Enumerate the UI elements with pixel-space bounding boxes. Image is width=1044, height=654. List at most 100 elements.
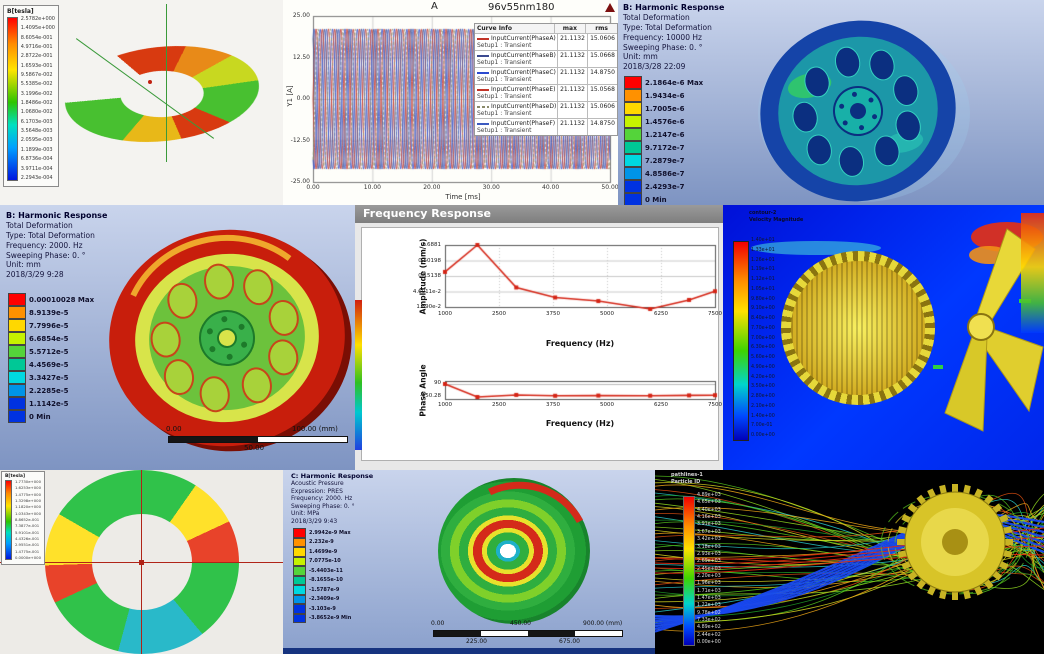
legend-value: 7.33e+02	[697, 618, 721, 624]
color-cell	[8, 384, 26, 397]
legend-value: 3.1996e-002	[20, 90, 53, 97]
curve-setup: Setup1 : Transient	[477, 93, 532, 100]
axis-triad-line	[166, 4, 167, 162]
legend-row: 1.9434e-6	[624, 89, 703, 102]
legend-value: 1.22e+03	[697, 603, 721, 609]
legend-value: 1.33e+01	[751, 247, 775, 253]
table-row: InputCurrent(PhaseD) Setup1 : Transient 21…	[475, 101, 617, 118]
y-tick-label: -25.00	[290, 178, 310, 185]
result-line: Frequency: 2000. Hz	[291, 495, 353, 503]
pressure-legend: 2.9942e-9 Max 2.232e-9 1.4699e-9 7.0775e-10…	[293, 528, 351, 623]
y-tick-label: 12.50	[292, 53, 310, 61]
result-lines: Total Deformation Type: Total Deformation…	[623, 13, 724, 72]
curve-rms: 15.0668	[590, 52, 615, 59]
freq-tick-label: 1000	[438, 402, 452, 408]
legend-value: 8.40e+00	[751, 316, 775, 321]
legend-value: 5.5385e-002	[20, 81, 53, 88]
table-row: InputCurrent(PhaseC) Setup1 : Transient 21…	[475, 67, 617, 84]
legend-value: 1.2147e-6	[645, 130, 685, 139]
x-tick-label: 20.00	[423, 184, 441, 191]
crosshair-center-dot	[139, 560, 144, 565]
panel-transient-plot: A 96v55nm180 Y1 [A] Time [ms] Curve Info…	[283, 0, 618, 205]
legend-title-line1: pathlines-1	[671, 472, 703, 478]
curve-cell: InputCurrent(PhaseF) Setup1 : Transient	[475, 119, 558, 135]
color-cell	[293, 528, 306, 538]
curve-name-line: InputCurrent(PhaseE)	[477, 86, 555, 93]
color-cell	[293, 556, 306, 566]
legend-value: 7.00e+00	[751, 335, 775, 341]
legend-value: 1.4576e-6	[645, 117, 685, 126]
legend-value: 2.0595e-003	[20, 137, 53, 144]
result-line: Unit: MPa	[291, 510, 320, 518]
curve-name: InputCurrent(PhaseC)	[491, 69, 556, 76]
curve-name-line: InputCurrent(PhaseD)	[477, 103, 557, 110]
legend-value: 1.7005e-6	[645, 104, 685, 113]
result-line: Expression: PRES	[291, 487, 343, 495]
panel-acoustic-pressure: C: Harmonic Response Acoustic Pressure Ex…	[283, 470, 655, 654]
result-line: Type: Total Deformation	[6, 231, 95, 241]
curve-rms: 14.8750	[590, 120, 615, 127]
result-line: Frequency: 10000 Hz	[623, 32, 702, 42]
result-line: Acoustic Pressure	[291, 480, 344, 488]
legend-value: 2.2943e-004	[20, 174, 53, 181]
panel-flux-torus: B[tesla] 2.5782e+000 1.4095e+000 8.6054e-0…	[0, 0, 283, 205]
legend-row: 0.00010028 Max	[8, 293, 94, 306]
legend-value: 0.00e+00	[751, 433, 775, 438]
color-cell	[8, 332, 26, 345]
panel-streamlines: pathlines-1 Particle ID 4.89e+03 4.65e+03…	[655, 470, 1044, 654]
color-cell	[624, 128, 642, 141]
legend-value: 3.50e+00	[751, 384, 775, 390]
ruler-label: 450.00	[510, 620, 531, 627]
freq-tick-label: 6250	[654, 402, 668, 408]
legend-value: 4.20e+00	[751, 374, 775, 380]
legend-row: 6.6854e-5	[8, 332, 94, 345]
panel-frequency-response: Frequency Response Amplitude (mm/s) Phas…	[355, 205, 723, 470]
color-bar	[683, 496, 695, 646]
legend-value: 6.6854e-5	[29, 334, 69, 343]
amp-tick-label: 0.15138	[418, 273, 441, 279]
color-cell	[293, 594, 306, 604]
legend-row: -8.1655e-10	[293, 575, 351, 585]
frequency-response-canvas	[355, 205, 723, 470]
legend-value: 1.4095e+000	[20, 25, 55, 32]
result-text-block: B: Harmonic Response Total Deformation Ty…	[623, 3, 724, 72]
result-line: Type: Total Deformation	[623, 23, 712, 33]
curve-cell: InputCurrent(PhaseE) Setup1 : Transient	[475, 85, 558, 101]
result-line: Frequency: 2000. Hz	[6, 240, 83, 250]
curve-max: 21.1132	[558, 34, 588, 50]
legend-value: 0 Min	[645, 195, 667, 204]
curve-name: InputCurrent(PhaseD)	[491, 103, 557, 110]
x-tick-label: 30.00	[482, 184, 500, 191]
legend-value: 4.89e+03	[697, 493, 721, 498]
legend-row: -1.5787e-9	[293, 585, 351, 595]
table-row: InputCurrent(PhaseA) Setup1 : Transient 21…	[475, 33, 617, 50]
legend-row: 1.2147e-6	[624, 128, 703, 141]
legend-row: 3.3427e-5	[8, 371, 94, 384]
plot-corner-label: A	[431, 1, 438, 12]
curve-name: InputCurrent(PhaseE)	[491, 86, 556, 93]
color-bar	[7, 17, 18, 181]
legend-value: -3.8652e-9 Min	[309, 615, 352, 622]
window-title-bar: Frequency Response	[355, 205, 723, 223]
legend-value: -5.4403e-11	[309, 567, 343, 574]
result-line: Unit: mm	[623, 52, 658, 62]
curve-max: 21.1132	[558, 85, 588, 101]
legend-row: 0 Min	[624, 193, 703, 205]
ruler-label: 900.00 (mm)	[583, 620, 623, 627]
legend-value: 0.00010028 Max	[29, 295, 95, 304]
legend-value: 7.0775e-10	[309, 558, 341, 565]
y-tick-label: 0.00	[296, 95, 310, 102]
curve-max: 21.1132	[558, 102, 588, 118]
legend-row: 4.4569e-5	[8, 358, 94, 371]
legend-value: 2.45e+03	[697, 566, 721, 572]
table-header-cell: max	[555, 24, 587, 33]
legend-value: 4.65e+03	[697, 500, 721, 506]
color-cell	[624, 180, 642, 193]
ruler-label: 675.00	[559, 638, 580, 645]
curve-name-line: InputCurrent(PhaseA)	[477, 35, 556, 42]
amp-tick-label: 1.390e-2	[416, 304, 441, 310]
phase-tick-label: 90	[434, 380, 441, 386]
legend-value: 3.5648e-003	[20, 128, 53, 135]
legend-value: 7.7996e-5	[29, 321, 69, 330]
legend-value: 4.8586e-7	[645, 169, 685, 178]
